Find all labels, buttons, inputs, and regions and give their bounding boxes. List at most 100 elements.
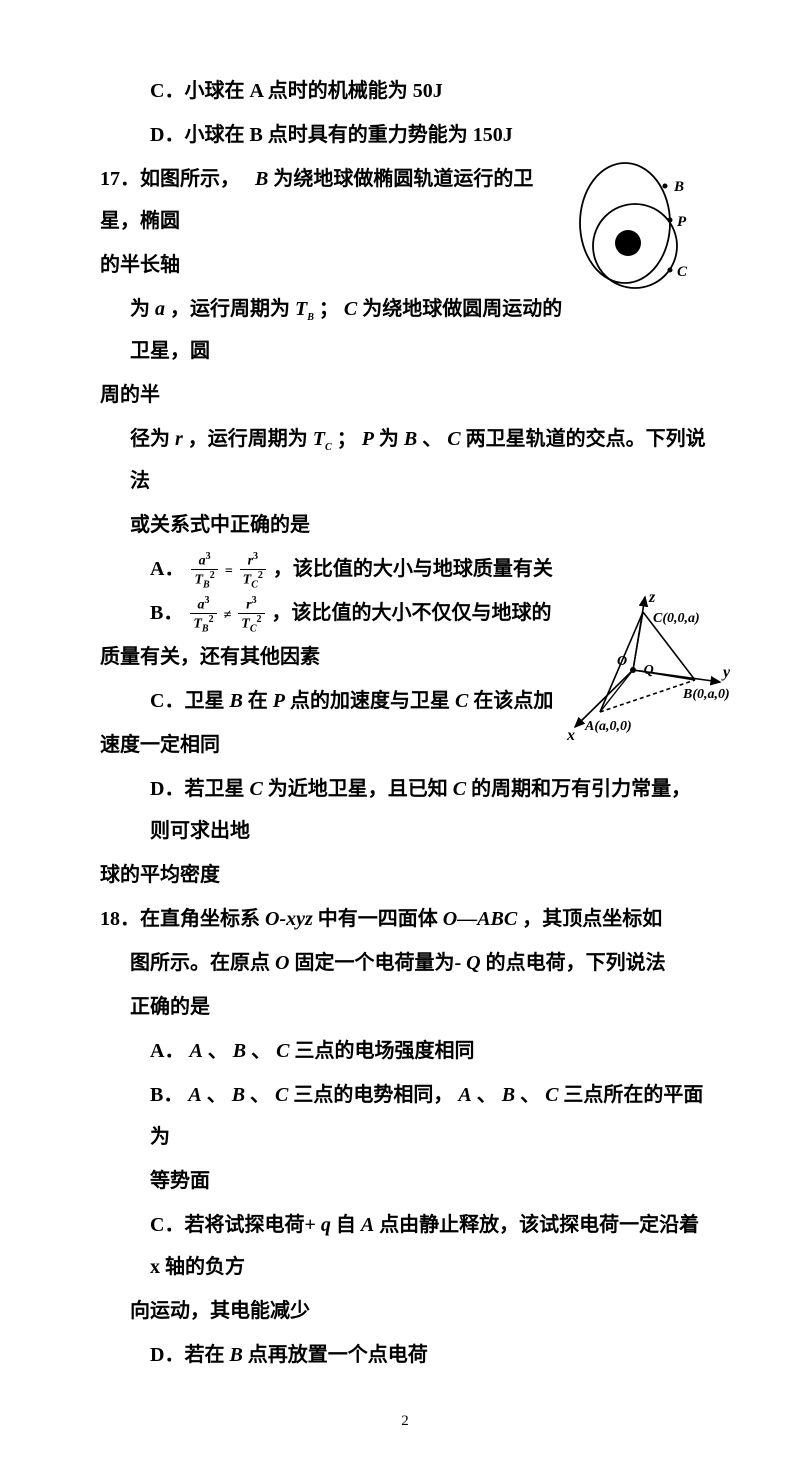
- orbit-figure: B P C: [570, 158, 720, 318]
- svg-text:O: O: [617, 654, 627, 669]
- frac: r3TC2: [238, 595, 264, 635]
- t: C: [276, 1040, 289, 1062]
- t: 为: [379, 428, 404, 450]
- t: 在: [248, 690, 273, 712]
- svg-text:x: x: [566, 727, 575, 744]
- q17-optA: A． a3TB2 = r3TC2 ，该比值的大小与地球质量有关: [100, 548, 710, 590]
- t: P: [273, 690, 285, 712]
- svg-text:C(0,0,a): C(0,0,a): [653, 611, 700, 626]
- t: ，该比值的大小不仅仅与地球的: [272, 602, 552, 624]
- t: B: [502, 1084, 515, 1106]
- t: B．: [150, 602, 183, 624]
- t: ，其顶点坐标如: [522, 908, 662, 930]
- q17-block: B P C 17．如图所示， B 为绕地球做椭圆轨道运行的卫 星，椭圆 的半长轴…: [100, 158, 710, 416]
- t: r: [175, 428, 183, 450]
- svg-text:B(0,a,0): B(0,a,0): [682, 687, 730, 702]
- t: B: [229, 690, 242, 712]
- t: 卫星，圆: [130, 340, 210, 362]
- t: P: [362, 428, 374, 450]
- q17-line5: 径为 r ，运行周期为 TC ； P 为 B 、 C 两卫星轨道的交点。下列说法: [100, 418, 710, 502]
- t: ，该比值的大小与地球质量有关: [273, 558, 553, 580]
- t: 为绕地球做椭圆轨道运行的卫: [273, 168, 533, 190]
- svg-text:z: z: [648, 592, 656, 606]
- q17-line4: 周的半: [100, 374, 710, 416]
- q16-optC: C．小球在 A 点时的机械能为 50J: [100, 70, 710, 112]
- t: D．若在: [150, 1344, 229, 1366]
- page: C．小球在 A 点时的机械能为 50J D．小球在 B 点时具有的重力势能为 1…: [0, 0, 800, 1478]
- t: A．: [150, 1040, 184, 1062]
- t: 在该点加: [473, 690, 553, 712]
- t: A: [458, 1084, 471, 1106]
- t: 为近地卫星，且已知: [268, 778, 453, 800]
- t: C．卫星: [150, 690, 229, 712]
- t: 18．在直角坐标系: [100, 908, 265, 930]
- q16-optD: D．小球在 B 点时具有的重力势能为 150J: [100, 114, 710, 156]
- t: B: [229, 1344, 242, 1366]
- frac: a3TB2: [191, 551, 217, 591]
- t: O: [275, 952, 289, 974]
- t: T: [295, 298, 307, 320]
- t: 、: [422, 428, 442, 450]
- t: 为: [130, 298, 155, 320]
- t: C: [447, 428, 460, 450]
- t: 固定一个电荷量为-: [294, 952, 461, 974]
- t: 三点的电场强度相同: [294, 1040, 474, 1062]
- svg-text:B: B: [673, 179, 684, 195]
- t: 17．如图所示，: [100, 168, 240, 190]
- tetrahedron-figure: x y z A(a,0,0) B(0,a,0) C(0,0,a) O -Q: [545, 592, 740, 747]
- t: 、: [251, 1040, 271, 1062]
- t: C: [249, 778, 262, 800]
- t: C: [453, 778, 466, 800]
- svg-text:y: y: [721, 664, 731, 681]
- t: O-xyz: [265, 908, 313, 930]
- t: A．: [150, 558, 184, 580]
- t: 三点的电势相同，: [293, 1084, 453, 1106]
- t: C: [455, 690, 468, 712]
- t: A: [188, 1084, 201, 1106]
- t: C: [275, 1084, 288, 1106]
- q18-optA: A． A 、 B 、 C 三点的电场强度相同: [100, 1030, 710, 1072]
- t: C．若将试探电荷+: [150, 1214, 316, 1236]
- t: A: [361, 1214, 374, 1236]
- t: 、: [520, 1084, 540, 1106]
- t: ，运行周期为: [188, 428, 313, 450]
- t: a: [155, 298, 165, 320]
- q17-line6: 或关系式中正确的是: [100, 504, 710, 546]
- t: O—ABC: [443, 908, 517, 930]
- q18-line1: 18．在直角坐标系 O-xyz 中有一四面体 O—ABC ，其顶点坐标如: [100, 898, 710, 940]
- q18-line2: 图所示。在原点 O 固定一个电荷量为- Q 的点电荷，下列说法: [100, 942, 710, 984]
- q17-optB-block: x y z A(a,0,0) B(0,a,0) C(0,0,a) O -Q B．…: [100, 592, 710, 766]
- frac: a3TB2: [190, 595, 216, 635]
- t: 、: [250, 1084, 270, 1106]
- q17-optD2: 球的平均密度: [100, 854, 710, 896]
- page-number: 2: [100, 1406, 710, 1438]
- svg-text:C: C: [677, 264, 688, 280]
- t: D．若卫星: [150, 778, 249, 800]
- t: B: [232, 1084, 245, 1106]
- t: 、: [207, 1084, 227, 1106]
- t: 星，椭圆: [100, 210, 180, 232]
- t: B: [255, 168, 268, 190]
- t: 为绕地球做圆周运动的: [362, 298, 562, 320]
- t: 点的加速度与卫星: [290, 690, 455, 712]
- frac: r3TC2: [240, 551, 266, 591]
- t: ；: [337, 428, 357, 450]
- svg-text:A(a,0,0): A(a,0,0): [584, 719, 632, 734]
- t: T: [313, 428, 325, 450]
- t: 自: [336, 1214, 361, 1236]
- q18-line3: 正确的是: [100, 986, 710, 1028]
- t: 点再放置一个点电荷: [248, 1344, 428, 1366]
- t: B: [404, 428, 417, 450]
- q17-optD: D．若卫星 C 为近地卫星，且已知 C 的周期和万有引力常量，则可求出地: [100, 768, 710, 852]
- t: ，运行周期为: [170, 298, 295, 320]
- q18-optC2: 向运动，其电能减少: [100, 1290, 710, 1332]
- q18-optB2: 等势面: [100, 1160, 710, 1202]
- t: C: [545, 1084, 558, 1106]
- svg-text:P: P: [677, 214, 687, 230]
- q18-optD: D．若在 B 点再放置一个点电荷: [100, 1334, 710, 1376]
- t: A: [189, 1040, 202, 1062]
- q18-optB: B． A 、 B 、 C 三点的电势相同， A 、 B 、 C 三点所在的平面为: [100, 1074, 710, 1158]
- t: 、: [208, 1040, 228, 1062]
- t: 、: [477, 1084, 497, 1106]
- t: 图所示。在原点: [130, 952, 275, 974]
